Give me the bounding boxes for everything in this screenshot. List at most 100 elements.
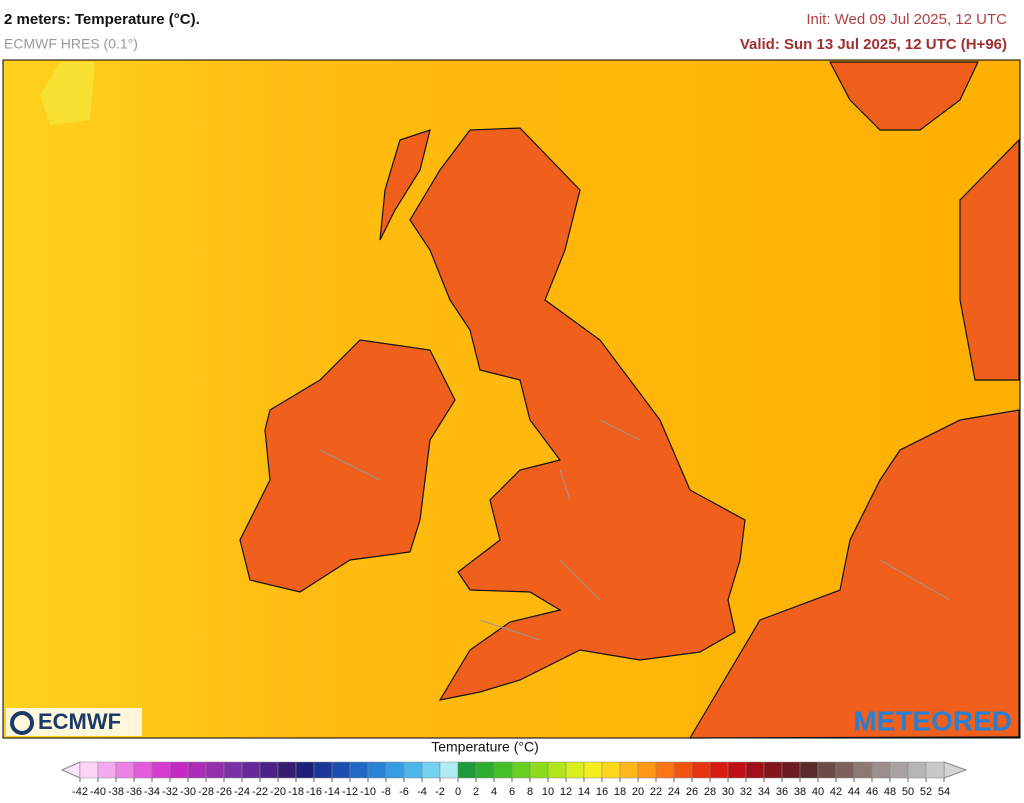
tick-label: 18 (614, 786, 626, 798)
tick-label: 50 (902, 786, 914, 798)
init-time: Init: Wed 09 Jul 2025, 12 UTC (806, 11, 1007, 28)
tick-label: -42 (72, 786, 88, 798)
tick-label: -18 (288, 786, 304, 798)
tick-label: -24 (234, 786, 250, 798)
tick-label: 34 (758, 786, 770, 798)
tick-label: -16 (306, 786, 322, 798)
tick-label: -36 (126, 786, 142, 798)
denmark (959, 138, 1020, 381)
hebrides (379, 129, 431, 241)
colorbar-bin (223, 761, 243, 779)
colorbar-bin (79, 761, 99, 779)
colorbar-bin (853, 761, 873, 779)
colorbar-bin (439, 761, 459, 779)
tick-label: -4 (417, 786, 427, 798)
colorbar-bin (925, 761, 945, 779)
tick-label: -32 (162, 786, 178, 798)
colorbar-label: Temperature (°C) (431, 739, 539, 755)
colorbar-bin (241, 761, 261, 779)
tick-label: 54 (938, 786, 950, 798)
tick-label: 36 (776, 786, 788, 798)
subtitle: ECMWF HRES (0.1°) (4, 36, 138, 52)
tick-label: 14 (578, 786, 590, 798)
logo-icon (10, 711, 34, 735)
colorbar-bin (763, 761, 783, 779)
tick-label: -2 (435, 786, 445, 798)
tick-label: -8 (381, 786, 391, 798)
colorbar-bin (781, 761, 801, 779)
colorbar-bin (817, 761, 837, 779)
tick-label: 8 (527, 786, 533, 798)
colorbar-bin (673, 761, 693, 779)
colorbar-bin (637, 761, 657, 779)
colorbar-bin (421, 761, 441, 779)
tick-label: 28 (704, 786, 716, 798)
tick-label: 48 (884, 786, 896, 798)
colorbar-bin (745, 761, 765, 779)
tick-label: -14 (324, 786, 340, 798)
colorbar-bin (259, 761, 279, 779)
tick-label: -22 (252, 786, 268, 798)
title: 2 meters: Temperature (°C). (4, 11, 200, 28)
colorbar-bin (367, 761, 387, 779)
tick-label: 0 (455, 786, 461, 798)
colorbar-bin (115, 761, 135, 779)
tick-label: -40 (90, 786, 106, 798)
tick-label: 4 (491, 786, 497, 798)
tick-label: -12 (342, 786, 358, 798)
colorbar-bin (133, 761, 153, 779)
colorbar-bin (889, 761, 909, 779)
colorbar-bin (691, 761, 711, 779)
colorbar-bin (169, 761, 189, 779)
colorbar-bin (295, 761, 315, 779)
colorbar-bin (277, 761, 297, 779)
cool-zone (40, 62, 95, 125)
colorbar-bin (331, 761, 351, 779)
tick-label: -34 (144, 786, 160, 798)
colorbar-bin (835, 761, 855, 779)
great-britain (409, 127, 746, 701)
colorbar-bin (475, 761, 495, 779)
colorbar-bin (799, 761, 819, 779)
tick-label: 52 (920, 786, 932, 798)
tick-label: -28 (198, 786, 214, 798)
colorbar-bin (187, 761, 207, 779)
colorbar-bin (313, 761, 333, 779)
tick-label: 12 (560, 786, 572, 798)
colorbar-bin (547, 761, 567, 779)
colorbar-bin (907, 761, 927, 779)
tick-label: 24 (668, 786, 680, 798)
tick-label: 26 (686, 786, 698, 798)
mainland-europe (688, 409, 1020, 739)
tick-label: 20 (632, 786, 644, 798)
colorbar-bin (511, 761, 531, 779)
colorbar-bin (151, 761, 171, 779)
over-arrow (943, 761, 968, 779)
colorbar-bin (565, 761, 585, 779)
colorbar: Temperature (°C) -42 -40 -38 -36 -34 -32 -30 -2… (60, 739, 968, 798)
tick-label: 16 (596, 786, 608, 798)
colorbar-bin (205, 761, 225, 779)
tick-label: -10 (360, 786, 376, 798)
colorbar-bin (583, 761, 603, 779)
map: ECMWF METEORED (2, 59, 1021, 739)
colorbar-bin (349, 761, 369, 779)
valid-time: Valid: Sun 13 Jul 2025, 12 UTC (H+96) (740, 36, 1007, 53)
under-arrow (60, 761, 81, 779)
tick-label: 10 (542, 786, 554, 798)
tick-label: 46 (866, 786, 878, 798)
tick-label: -26 (216, 786, 232, 798)
colorbar-bin (601, 761, 621, 779)
colorbar-bin (97, 761, 117, 779)
colorbar-bin (385, 761, 405, 779)
tick-label: -38 (108, 786, 124, 798)
colorbar-bin (403, 761, 423, 779)
tick-label: -30 (180, 786, 196, 798)
tick-label: 38 (794, 786, 806, 798)
colorbar-bin (529, 761, 549, 779)
tick-label: 42 (830, 786, 842, 798)
land (239, 61, 1020, 739)
tick-label: 6 (509, 786, 515, 798)
colorbar-bin (871, 761, 891, 779)
colorbar-bin (457, 761, 477, 779)
